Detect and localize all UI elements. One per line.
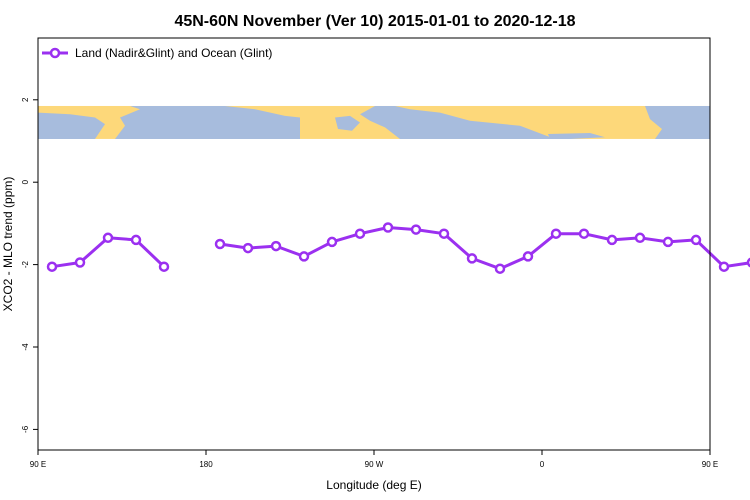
chart-title: 45N-60N November (Ver 10) 2015-01-01 to … [174, 13, 575, 30]
data-point [718, 261, 730, 272]
ocean-indian-west [38, 112, 105, 139]
x-tick-label: 90 E [30, 460, 46, 469]
y-tick-label: -6 [21, 425, 30, 433]
y-tick-label: -2 [21, 260, 30, 268]
data-point [102, 232, 114, 244]
y-axis-label: XCO2 - MLO trend (ppm) [1, 177, 15, 312]
data-point [410, 224, 422, 235]
data-point [298, 251, 310, 262]
data-point [382, 222, 394, 233]
ocean-hudson-bay [335, 115, 360, 131]
legend: Land (Nadir&Glint) and Ocean (Glint) [42, 46, 272, 60]
data-point [578, 228, 590, 239]
data-point [354, 228, 366, 239]
legend-marker-swatch [49, 47, 61, 59]
data-point [690, 234, 702, 246]
y-tick-label: -4 [21, 343, 30, 351]
y-axis: 2 0 -2 -4 -6 [21, 97, 38, 433]
data-point [130, 234, 142, 246]
ocean-pacific [115, 105, 300, 139]
data-point [242, 242, 254, 254]
data-point [158, 261, 170, 272]
y-tick-label: 0 [21, 179, 30, 184]
x-tick-label: 90 E [702, 460, 718, 469]
ocean-pacific-east [645, 105, 710, 139]
plot-border [37, 37, 711, 451]
ocean-mediterranean [548, 133, 605, 139]
series-layer [46, 222, 750, 274]
data-point [494, 263, 506, 274]
data-point [46, 261, 58, 272]
data-point [438, 228, 450, 239]
x-tick-label: 0 [540, 460, 545, 469]
data-point [522, 251, 534, 262]
x-axis-label: Longitude (deg E) [326, 478, 421, 492]
y-tick-label: 2 [21, 97, 30, 102]
data-point [466, 253, 478, 264]
ocean-atlantic [360, 105, 555, 139]
legend-label: Land (Nadir&Glint) and Ocean (Glint) [75, 46, 272, 60]
data-point [606, 234, 618, 246]
world-map-strip [38, 105, 710, 139]
data-point [74, 257, 86, 268]
data-point [270, 240, 282, 252]
x-axis: 90 E 180 90 W 0 90 E [30, 450, 718, 469]
data-point [326, 236, 338, 248]
data-point [634, 232, 646, 244]
x-tick-label: 90 W [365, 460, 384, 469]
x-tick-label: 180 [199, 460, 213, 469]
data-point [214, 238, 226, 250]
data-point [550, 228, 562, 239]
data-point [662, 236, 674, 248]
